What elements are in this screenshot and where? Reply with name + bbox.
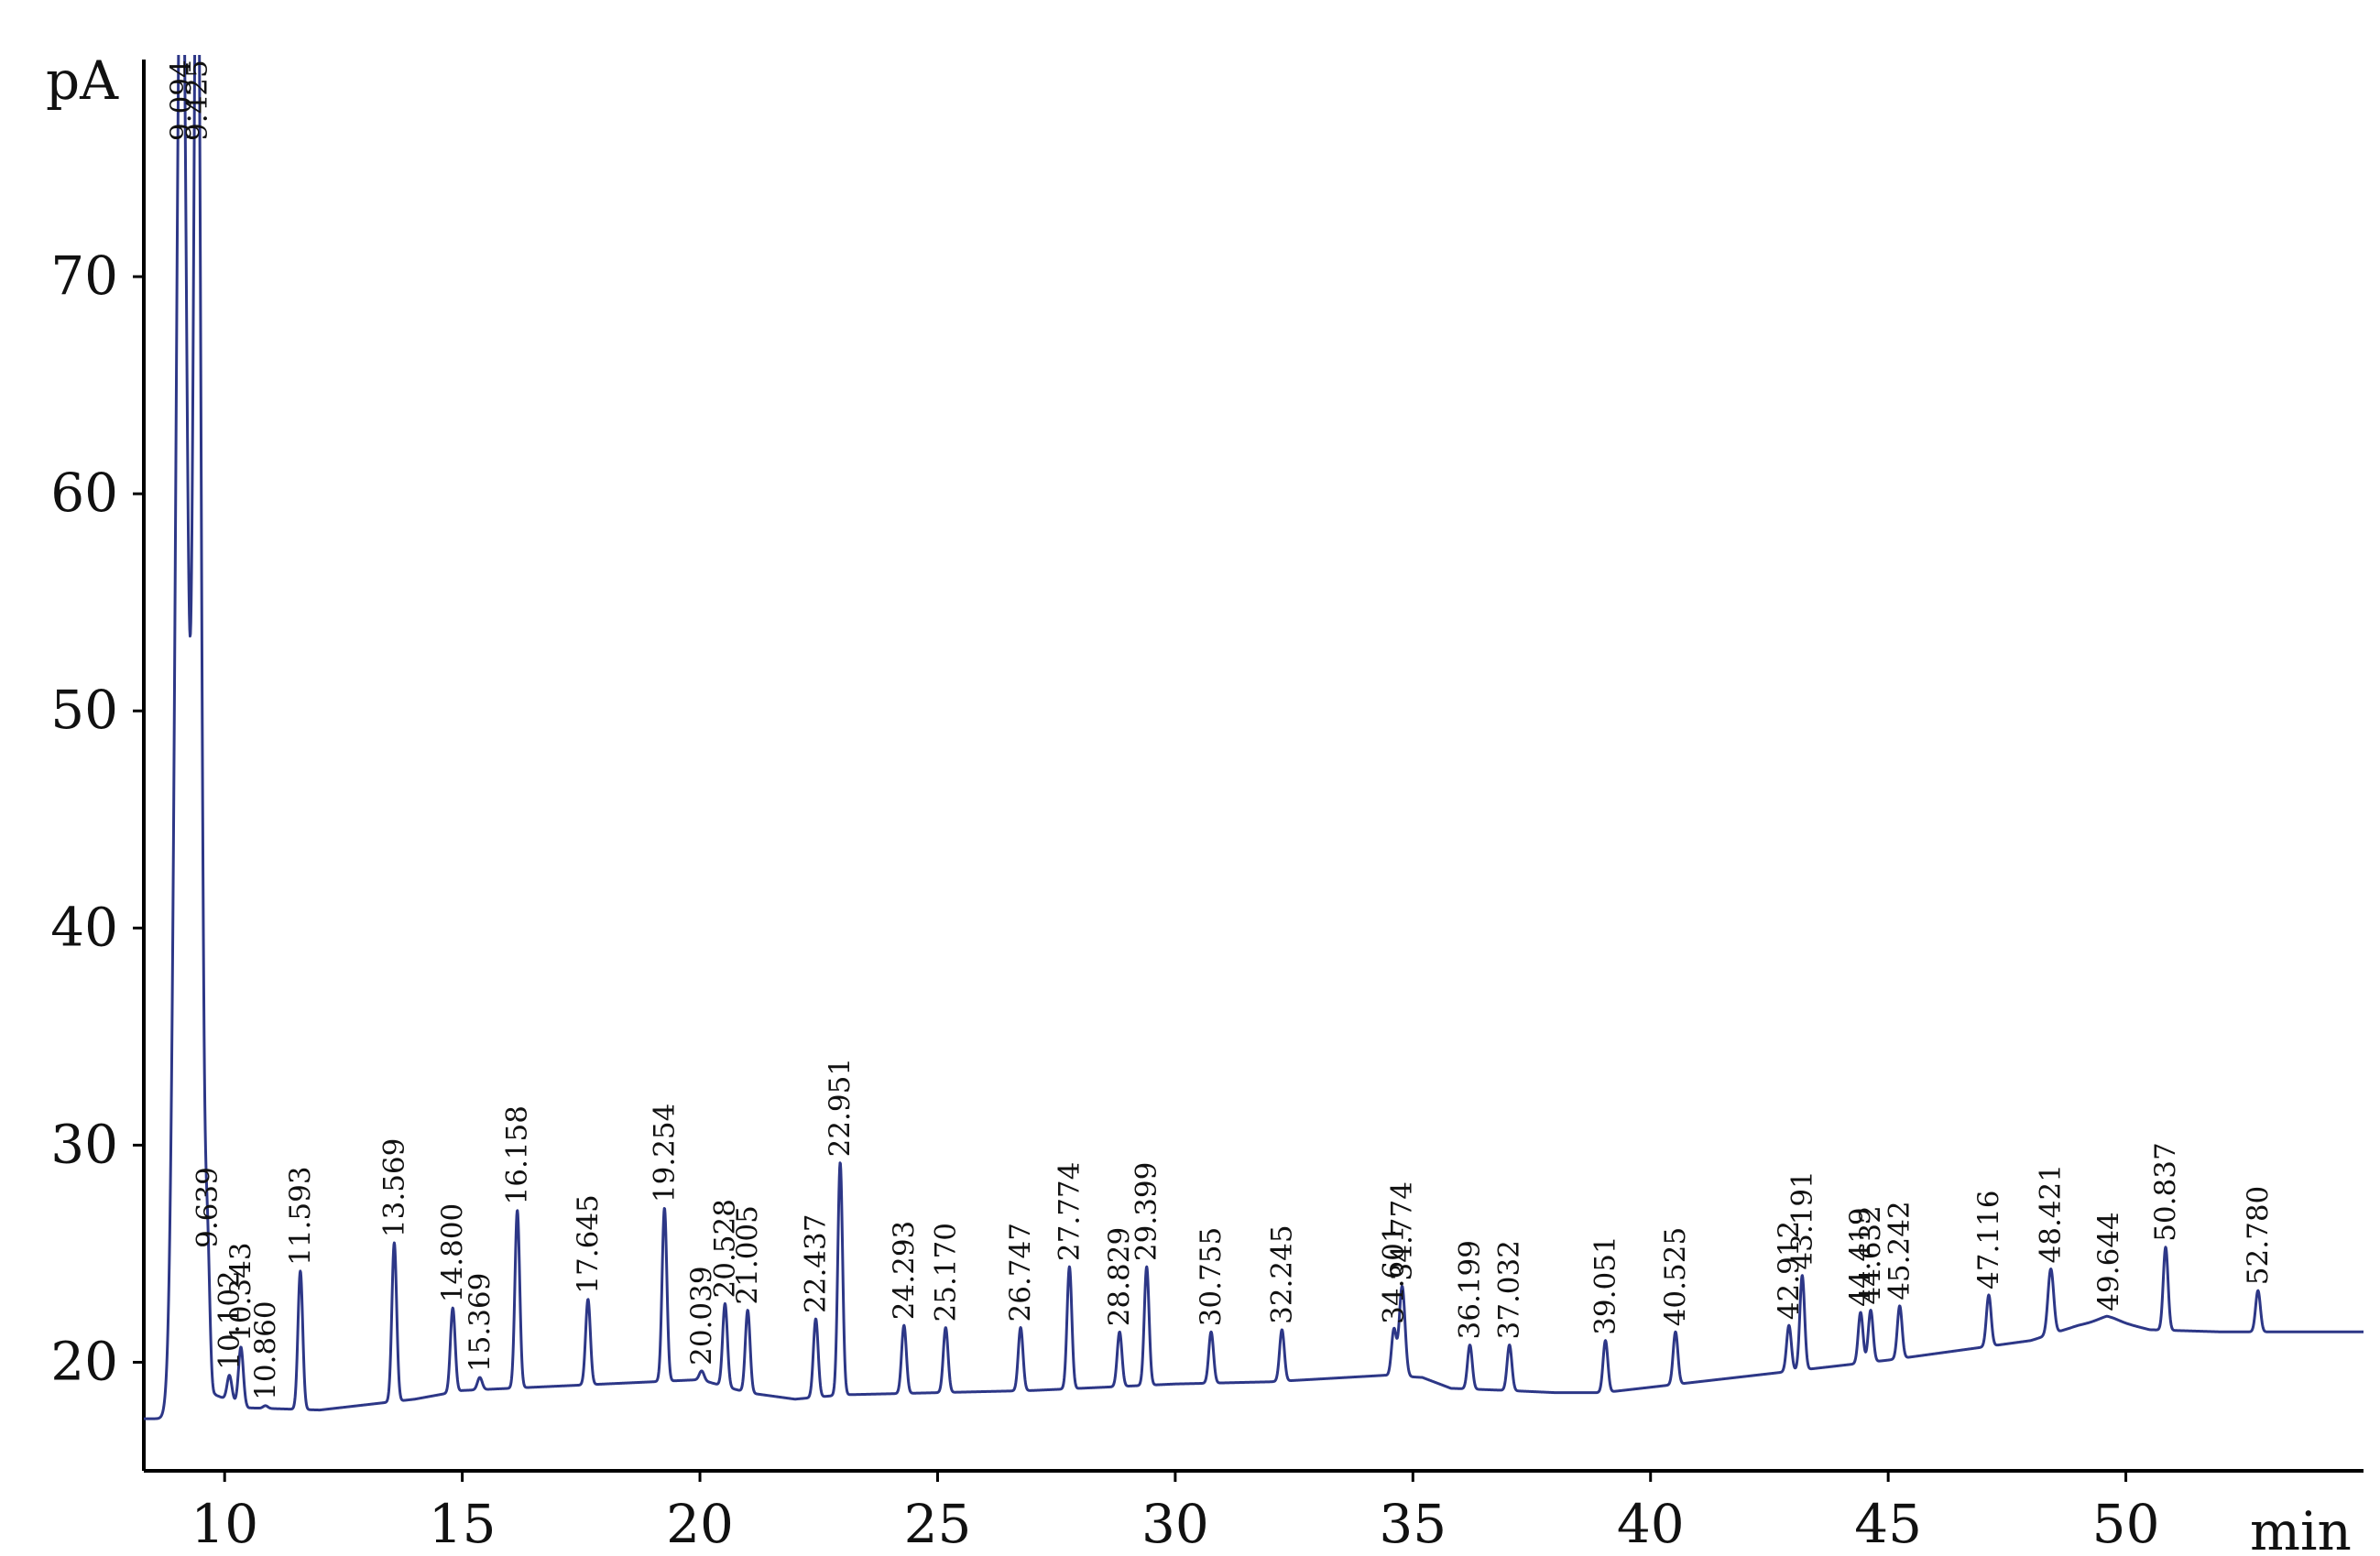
peak-label: 16.158: [501, 1105, 534, 1204]
peak-label: 43.191: [1785, 1170, 1818, 1269]
peak-label: 50.837: [2149, 1142, 2182, 1241]
peak-label: 20.039: [685, 1266, 718, 1365]
y-tick-label: 60: [50, 462, 118, 524]
peak-label: 49.644: [2092, 1212, 2125, 1311]
peak-label: 9.639: [191, 1167, 224, 1248]
peak-label: 10.102: [213, 1270, 246, 1369]
peak-label: 13.569: [377, 1138, 410, 1237]
peak-label: 15.369: [464, 1273, 497, 1372]
peak-label: 21.005: [731, 1205, 764, 1304]
x-tick-label: 40: [1617, 1493, 1685, 1555]
peak-label: 36.199: [1454, 1240, 1487, 1339]
peak-label: 9.094: [165, 60, 198, 141]
peak-label: 42.912: [1773, 1221, 1806, 1320]
peak-label: 20.528: [708, 1199, 741, 1298]
peak-label: 24.293: [888, 1221, 921, 1320]
y-tick-label: 30: [50, 1113, 118, 1175]
peak-label: 29.399: [1130, 1162, 1163, 1261]
peak-label: 30.755: [1195, 1227, 1228, 1326]
y-tick-label: 50: [50, 679, 118, 741]
x-tick-label: 45: [1854, 1493, 1922, 1555]
peak-label: 48.421: [2035, 1164, 2068, 1263]
peak-label: 22.951: [824, 1058, 857, 1157]
x-unit-label: min: [2250, 1500, 2352, 1556]
peak-label: 17.645: [572, 1194, 605, 1293]
x-tick-label: 15: [429, 1493, 497, 1555]
axes: [142, 60, 2364, 1473]
peak-label: 39.051: [1589, 1235, 1622, 1334]
peak-label: 9.425: [180, 60, 213, 141]
peak-label: 26.747: [1004, 1223, 1037, 1322]
x-tick-label: 10: [191, 1493, 258, 1555]
peak-label: 40.525: [1659, 1227, 1692, 1326]
peak-label: 27.774: [1053, 1162, 1086, 1261]
peak-label: 10.860: [249, 1300, 282, 1399]
peak-label: 22.437: [800, 1214, 833, 1313]
peak-label: 19.254: [648, 1104, 681, 1202]
peak-label: 52.780: [2242, 1186, 2275, 1285]
peak-label: 34.774: [1386, 1181, 1419, 1280]
peak-label: 37.032: [1493, 1240, 1526, 1339]
peak-label: 34.601: [1378, 1224, 1411, 1323]
peak-label: 47.116: [1972, 1191, 2005, 1289]
peak-label: 25.170: [929, 1223, 962, 1322]
y-unit-label: pA: [46, 49, 119, 112]
x-tick-label: 30: [1141, 1493, 1209, 1555]
peak-label: 14.800: [436, 1203, 469, 1302]
peak-label: 11.593: [284, 1166, 317, 1265]
y-tick-label: 20: [50, 1330, 118, 1392]
y-tick-label: 70: [50, 245, 118, 307]
x-tick-label: 20: [666, 1493, 734, 1555]
x-tick-label: 50: [2092, 1493, 2160, 1555]
peak-label: 32.245: [1265, 1224, 1298, 1323]
peak-label: 45.242: [1883, 1201, 1916, 1300]
x-ticks: 10 15 20 25 30 35 40 45 50: [191, 1471, 2159, 1555]
peak-label: 10.343: [224, 1242, 257, 1341]
peak-label: 28.829: [1103, 1227, 1136, 1326]
chromatogram-trace: [144, 55, 2364, 1420]
peak-label: 44.419: [1844, 1207, 1877, 1306]
y-tick-label: 40: [50, 896, 118, 958]
x-tick-label: 35: [1379, 1493, 1447, 1555]
y-ticks: 20 30 40 50 60 70: [50, 245, 144, 1392]
peak-label: 44.632: [1854, 1205, 1887, 1304]
x-tick-label: 25: [904, 1493, 972, 1555]
